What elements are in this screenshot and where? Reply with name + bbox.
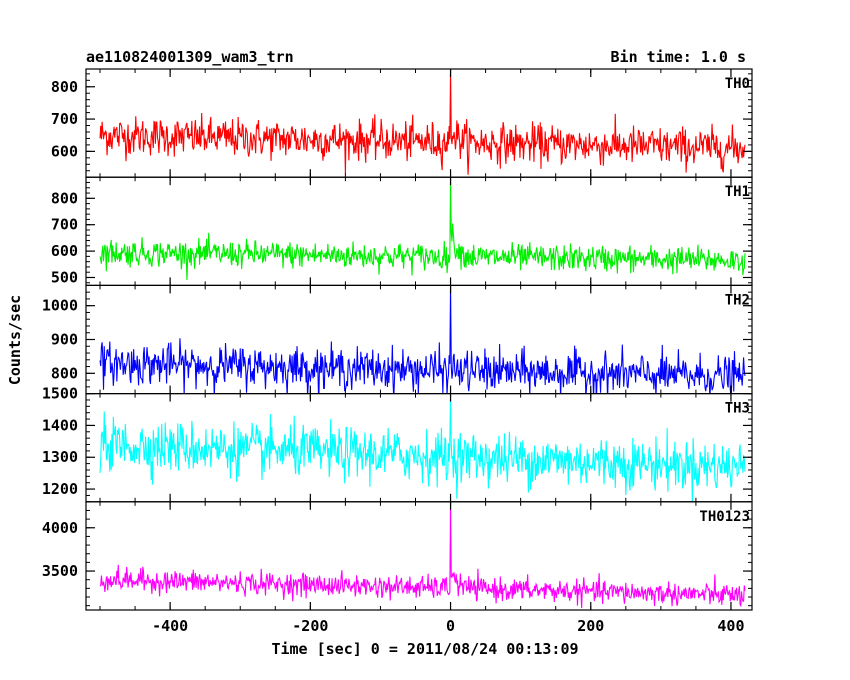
y-tick-label: 500	[51, 268, 78, 286]
y-tick-label: 1500	[42, 385, 78, 403]
x-tick-label: -200	[292, 617, 328, 635]
y-tick-label: 1400	[42, 416, 78, 434]
y-tick-label: 800	[51, 364, 78, 382]
y-tick-label: 700	[51, 216, 78, 234]
chart-title: ae110824001309_wam3_trn	[86, 48, 294, 66]
series-line-th3	[99, 393, 746, 502]
y-tick-label: 1200	[42, 480, 78, 498]
panel-th2: 800 900 1000 TH2	[42, 284, 753, 395]
panel-th3: 1200 1300 1400 1500 TH3	[42, 385, 753, 503]
x-axis-label: Time [sec] 0 = 2011/08/24 00:13:09	[271, 640, 578, 658]
series-line-th1	[99, 177, 746, 281]
y-tick-label: 3500	[42, 562, 78, 580]
x-axis: -400 -200 0 200 400	[152, 617, 744, 635]
x-tick-label: 200	[577, 617, 604, 635]
panel-frame	[85, 68, 753, 178]
y-tick-label: 4000	[42, 519, 78, 537]
panel-frame	[85, 501, 753, 611]
y-axis-label: Counts/sec	[6, 295, 24, 385]
y-tick-label: 900	[51, 331, 78, 349]
x-tick-label: -400	[152, 617, 188, 635]
y-tick-label: 600	[51, 142, 78, 160]
panel-label-th0: TH0	[725, 76, 750, 92]
panel-th0123: 3500 4000 TH0123	[42, 501, 753, 611]
series-line-th0123	[99, 501, 746, 609]
x-tick-label: 400	[717, 617, 744, 635]
y-tick-label: 600	[51, 242, 78, 260]
y-tick-label: 1000	[42, 297, 78, 315]
panel-th1: 500 600 700 800 TH1	[51, 176, 753, 286]
series-line-th2	[99, 285, 746, 394]
panel-label-th2: TH2	[725, 292, 750, 308]
y-tick-label: 800	[51, 78, 78, 96]
panel-label-th3: TH3	[725, 401, 750, 417]
panel-label-th0123: TH0123	[699, 509, 750, 525]
y-tick-label: 1300	[42, 448, 78, 466]
bin-time-label: Bin time: 1.0 s	[611, 48, 746, 66]
y-tick-label: 800	[51, 189, 78, 207]
panel-th0: 600 700 800 TH0	[51, 68, 753, 178]
series-line-th0	[99, 69, 746, 175]
panel-frame	[85, 176, 753, 286]
panels-group: 600 700 800 TH0 500 600 700 800 TH1 800 900 1000 TH2…	[42, 68, 753, 611]
x-tick-label: 0	[446, 617, 455, 635]
y-tick-label: 700	[51, 110, 78, 128]
panel-label-th1: TH1	[725, 184, 750, 200]
